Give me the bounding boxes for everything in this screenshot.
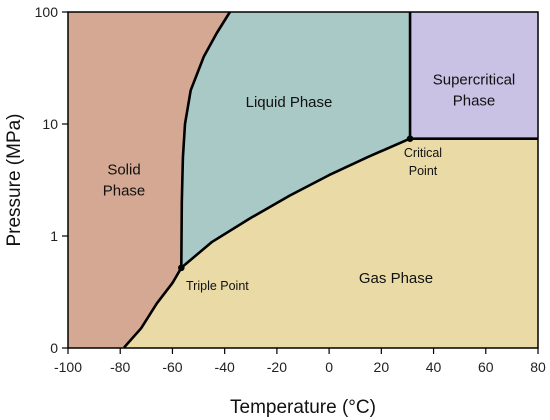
triple-point-label: Triple Point bbox=[186, 279, 249, 293]
supercritical-phase-label: Supercritical Phase bbox=[433, 72, 516, 110]
x-tick-label: 60 bbox=[478, 359, 494, 375]
gas-phase-label: Gas Phase bbox=[359, 270, 433, 287]
y-tick-label: 0 bbox=[50, 340, 58, 356]
y-tick-label: 100 bbox=[35, 4, 59, 20]
y-axis-title: Pressure (MPa) bbox=[4, 113, 25, 246]
x-tick-label: -40 bbox=[215, 359, 235, 375]
y-tick-label: 10 bbox=[42, 116, 58, 132]
x-tick-label: 20 bbox=[374, 359, 390, 375]
y-tick-label: 1 bbox=[50, 228, 58, 244]
x-tick-label: -100 bbox=[54, 359, 82, 375]
melting-curve bbox=[180, 11, 232, 268]
solid-phase-label: Solid Phase bbox=[103, 162, 146, 200]
sublimation-curve bbox=[123, 267, 183, 349]
x-tick-label: -20 bbox=[267, 359, 287, 375]
supercritical-region bbox=[410, 12, 538, 139]
x-tick-label: -80 bbox=[110, 359, 130, 375]
x-tick-label: -60 bbox=[162, 359, 182, 375]
x-tick-label: 0 bbox=[325, 359, 333, 375]
critical-point-marker bbox=[406, 135, 414, 142]
liquid-phase-label: Liquid Phase bbox=[246, 94, 333, 111]
vaporization-curve bbox=[180, 137, 411, 269]
x-tick-label: 80 bbox=[530, 359, 546, 375]
triple-point-marker bbox=[178, 264, 185, 272]
liquid-region bbox=[181, 12, 411, 268]
x-tick-label: 40 bbox=[426, 359, 442, 375]
x-axis-title: Temperature (°C) bbox=[230, 397, 376, 418]
critical-point-label: Critical Point bbox=[404, 146, 442, 178]
plot-frame bbox=[67, 11, 539, 349]
